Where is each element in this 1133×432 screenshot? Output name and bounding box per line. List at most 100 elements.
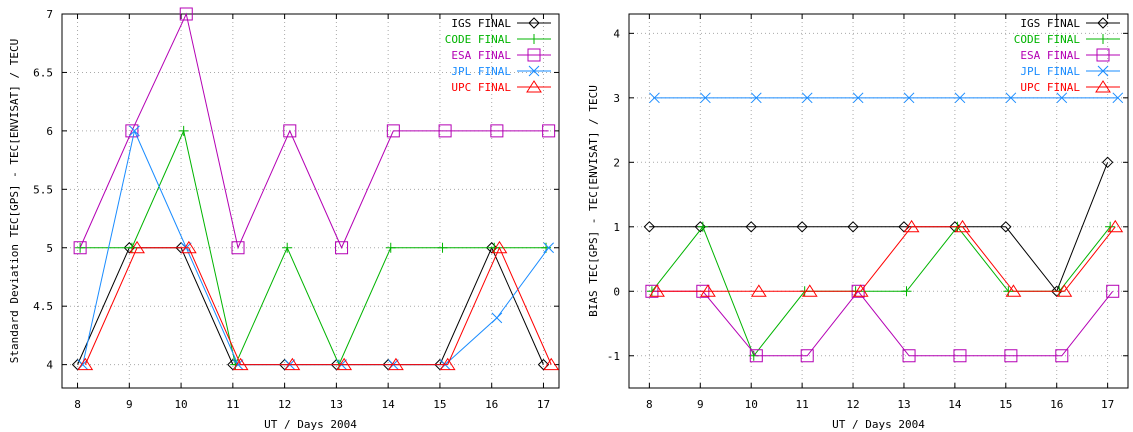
y-tick-label: 4.5 — [33, 300, 53, 313]
y-axis-label: BIAS TEC[GPS] - TEC[ENVISAT] / TECU — [587, 85, 600, 317]
series-line — [84, 246, 552, 366]
x-tick-label: 13 — [897, 398, 910, 411]
data-point — [129, 125, 140, 137]
legend-label: CODE FINAL — [1014, 33, 1081, 46]
data-point — [438, 124, 452, 138]
data-point — [903, 92, 915, 104]
data-point — [126, 242, 137, 253]
data-point — [439, 357, 456, 371]
data-point — [801, 92, 813, 104]
y-axis-label: Standard Deviation TEC[GPS] - TEC[ENVISA… — [8, 39, 21, 364]
data-point — [902, 349, 916, 363]
x-tick-label: 8 — [646, 398, 653, 411]
data-point — [1106, 284, 1120, 298]
legend-marker — [528, 17, 540, 29]
data-point — [388, 357, 404, 371]
legend-item-esa-final: ESA FINAL — [1020, 48, 1120, 62]
y-tick-label: 4 — [613, 27, 620, 40]
plot-frame — [61, 13, 560, 389]
data-point — [901, 286, 912, 297]
series-jpl-final — [649, 92, 1124, 104]
legend-marker — [1097, 17, 1109, 29]
x-tick-label: 8 — [74, 398, 81, 411]
x-tick-label: 10 — [745, 398, 758, 411]
data-point — [903, 219, 920, 233]
series-upc-final — [77, 240, 560, 371]
series-igs-final — [643, 156, 1114, 297]
data-point — [700, 284, 716, 297]
data-point — [129, 240, 145, 254]
series-line — [657, 226, 1116, 292]
x-tick-label: 17 — [537, 398, 550, 411]
legend-label: ESA FINAL — [451, 49, 511, 62]
x-tick-label: 9 — [697, 398, 704, 411]
series-esa-final — [73, 7, 556, 255]
legend-item-esa-final: ESA FINAL — [451, 48, 551, 62]
series-line — [79, 12, 549, 250]
legend-marker — [526, 80, 542, 93]
data-point — [750, 92, 762, 104]
data-point — [125, 124, 139, 138]
legend-marker — [1097, 65, 1109, 77]
data-point — [490, 124, 504, 138]
y-tick-label: 6.5 — [33, 66, 53, 79]
data-point — [697, 221, 708, 232]
data-point — [954, 92, 966, 104]
legend-label: IGS FINAL — [1020, 17, 1080, 30]
data-point — [385, 242, 396, 253]
legend-marker — [1098, 34, 1108, 44]
y-tick-label: 6 — [46, 125, 53, 138]
data-point — [1000, 221, 1012, 233]
data-point — [1005, 284, 1022, 297]
data-point — [437, 242, 448, 253]
legend-item-igs-final: IGS FINAL — [451, 17, 551, 30]
data-point — [694, 221, 706, 233]
data-point — [232, 357, 249, 371]
data-point — [77, 357, 94, 371]
data-point — [543, 242, 554, 254]
legend: IGS FINAL CODE FINAL ESA FINAL JPL FINAL UPC… — [445, 17, 551, 94]
data-point — [335, 241, 349, 255]
x-tick-label: 11 — [226, 398, 239, 411]
data-point — [852, 284, 869, 297]
y-tick-label: 2 — [613, 156, 620, 169]
data-point — [643, 221, 656, 233]
legend-label: UPC FINAL — [451, 81, 511, 94]
y-tick-label: 4 — [46, 359, 53, 372]
data-point — [953, 349, 967, 363]
x-tick-label: 16 — [485, 398, 498, 411]
data-point — [491, 312, 503, 324]
y-tick-label: 5.5 — [33, 183, 53, 196]
series-line — [649, 162, 1109, 293]
x-axis-label: UT / Days 2004 — [264, 418, 357, 431]
data-point — [1107, 219, 1124, 233]
x-tick-label: 12 — [846, 398, 859, 411]
x-tick-label: 13 — [330, 398, 343, 411]
data-point — [73, 241, 87, 255]
legend-label: ESA FINAL — [1020, 49, 1080, 62]
legend-marker — [528, 65, 540, 77]
data-point — [954, 219, 971, 233]
data-point — [283, 124, 297, 138]
data-point — [386, 124, 400, 138]
legend-label: CODE FINAL — [445, 33, 512, 46]
x-tick-label: 14 — [948, 398, 962, 411]
legend-item-upc-final: UPC FINAL — [1020, 80, 1120, 94]
data-point — [800, 349, 814, 363]
data-point — [485, 242, 498, 254]
data-point — [745, 221, 757, 233]
x-tick-label: 12 — [278, 398, 291, 411]
data-point — [649, 92, 660, 104]
data-point — [282, 242, 293, 253]
x-tick-label: 15 — [433, 398, 446, 411]
data-point — [1101, 156, 1114, 169]
x-tick-label: 10 — [174, 398, 187, 411]
legend-label: JPL FINAL — [1020, 65, 1080, 78]
y-tick-label: 1 — [613, 221, 620, 234]
data-point — [1056, 284, 1073, 297]
legend-item-code-final: CODE FINAL — [445, 33, 551, 46]
data-point — [179, 7, 193, 21]
data-point — [700, 92, 711, 104]
data-point — [801, 284, 818, 297]
